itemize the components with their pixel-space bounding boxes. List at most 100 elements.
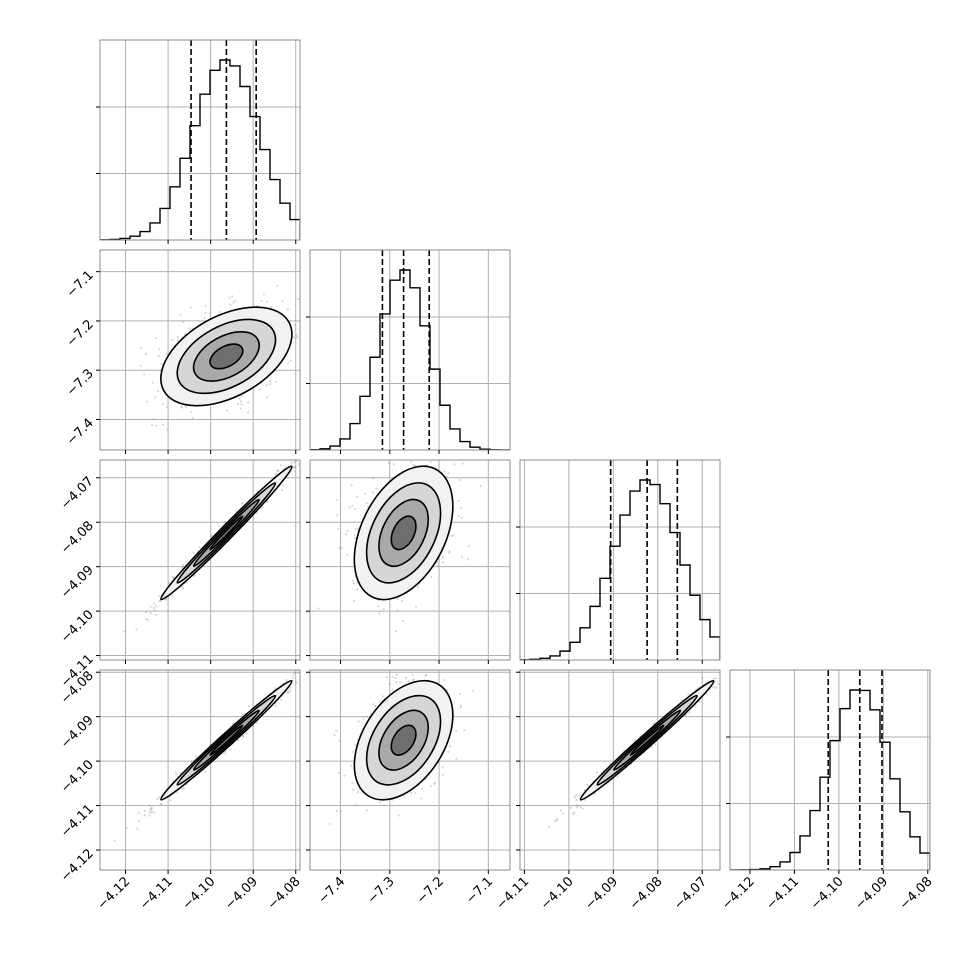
sample-point (355, 803, 358, 806)
sample-point (479, 484, 482, 488)
y-tick-label: −4.12 (58, 846, 97, 885)
sample-point (297, 672, 300, 675)
sample-point (274, 473, 277, 477)
sample-point (654, 743, 657, 746)
x-tick-label: −4.07 (671, 874, 710, 913)
sample-point (150, 423, 154, 427)
y-tick-label: −4.10 (58, 757, 97, 796)
sample-point (374, 704, 377, 708)
sample-point (365, 715, 369, 719)
sample-point (189, 306, 192, 309)
sample-point (148, 811, 151, 814)
sample-point (448, 745, 452, 748)
sample-point (266, 500, 269, 504)
sample-point (145, 400, 148, 403)
x-tick-label: −4.08 (897, 874, 936, 913)
sample-point (143, 810, 146, 813)
y-tick-label: −7.4 (64, 416, 97, 449)
sample-point (288, 690, 291, 693)
sample-point (190, 760, 193, 763)
sample-point (419, 453, 421, 455)
sample-point (236, 402, 239, 406)
sample-point (713, 686, 716, 690)
sample-point (293, 461, 296, 464)
sample-point (730, 667, 732, 669)
sample-point (149, 605, 152, 608)
sample-point (293, 336, 296, 339)
x-tick-label: −4.12 (719, 874, 758, 913)
sample-point (150, 809, 153, 812)
sample-point (430, 575, 433, 578)
sample-point (373, 441, 375, 443)
sample-point (155, 424, 158, 427)
sample-point (280, 698, 283, 701)
sample-point (354, 743, 357, 747)
sample-point (137, 811, 140, 814)
sample-point (354, 527, 357, 530)
sample-point (304, 318, 306, 320)
sample-point (606, 783, 609, 786)
sample-point (165, 598, 168, 601)
sample-point (166, 428, 169, 431)
sample-point (174, 771, 177, 774)
sample-point (399, 680, 402, 684)
sample-point (307, 661, 309, 663)
histogram-step (100, 59, 300, 240)
sample-point (429, 461, 432, 464)
sample-point (151, 381, 154, 384)
sample-point (160, 363, 163, 366)
sample-point (307, 353, 309, 355)
sample-point (239, 407, 242, 410)
sample-point (593, 792, 596, 796)
sample-point (411, 679, 414, 682)
sample-point (161, 423, 165, 427)
sample-point (579, 794, 582, 797)
sample-point (450, 534, 453, 537)
sample-point (455, 729, 458, 733)
sample-point (467, 544, 470, 547)
sample-point (424, 674, 427, 677)
sample-point (160, 803, 163, 806)
sample-point (154, 396, 157, 399)
sample-point (181, 787, 184, 791)
sample-point (353, 599, 356, 603)
sample-point (401, 599, 404, 603)
sample-point (411, 673, 414, 676)
sample-point (182, 563, 185, 567)
density-panel (310, 670, 510, 870)
sample-point (171, 338, 174, 341)
sample-point (348, 506, 351, 509)
sample-point (447, 551, 450, 554)
sample-point (472, 689, 475, 692)
sample-point (209, 312, 212, 315)
sample-point (280, 464, 283, 467)
sample-point (292, 676, 295, 680)
sample-point (595, 771, 599, 774)
x-tick-label: −4.10 (808, 874, 847, 913)
sample-point (436, 561, 439, 564)
sample-point (291, 674, 294, 677)
sample-point (582, 807, 585, 810)
sample-point (415, 605, 418, 608)
sample-point (288, 688, 291, 691)
sample-point (266, 300, 269, 303)
x-tick-label: −4.08 (627, 874, 666, 913)
sample-point (154, 613, 158, 616)
sample-point (193, 574, 196, 578)
sample-point (210, 534, 213, 537)
sample-point (169, 799, 172, 802)
sample-point (137, 820, 140, 823)
sample-point (720, 670, 722, 672)
sample-point (463, 729, 466, 732)
sample-point (149, 808, 152, 811)
sample-point (165, 353, 168, 356)
sample-point (351, 750, 354, 754)
sample-point (388, 682, 391, 686)
sample-point (231, 295, 234, 298)
sample-point (283, 466, 286, 469)
sample-point (171, 576, 174, 579)
sample-point (559, 809, 562, 812)
sample-point (714, 677, 718, 680)
sample-point (346, 529, 349, 533)
